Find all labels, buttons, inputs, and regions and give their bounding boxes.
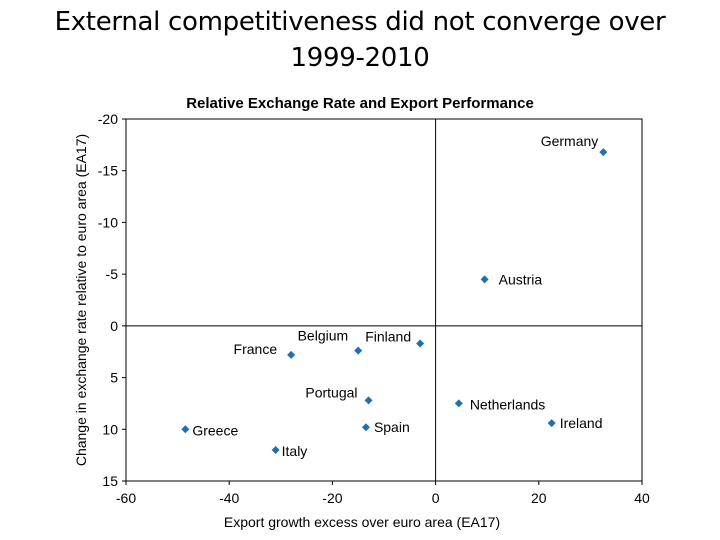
point-austria [480, 275, 489, 284]
point-label-ireland: Ireland [560, 415, 603, 431]
point-ireland [547, 419, 556, 428]
x-tick-label: -60 [116, 490, 136, 506]
point-label-belgium: Belgium [298, 328, 349, 344]
y-tick-label: -20 [98, 111, 118, 127]
point-germany [599, 148, 608, 157]
chart-title: Relative Exchange Rate and Export Perfor… [186, 95, 534, 112]
x-tick-label: 20 [531, 490, 547, 506]
y-tick-label: -10 [98, 214, 118, 230]
x-tick-label: 0 [432, 490, 440, 506]
y-tick-label: 5 [110, 370, 118, 386]
point-label-germany: Germany [541, 133, 599, 149]
point-finland [416, 339, 425, 348]
point-label-austria: Austria [499, 271, 543, 287]
y-tick-label: -5 [106, 266, 119, 282]
plot-area [125, 118, 643, 482]
point-label-finland: Finland [365, 328, 411, 344]
y-tick-labels: -20 -15 -10 -5 0 5 10 15 [98, 111, 126, 489]
point-label-netherlands: Netherlands [470, 396, 546, 412]
y-tick-label: 15 [102, 473, 118, 489]
point-italy [271, 445, 280, 454]
point-netherlands [454, 399, 463, 408]
point-label-spain: Spain [374, 419, 410, 435]
y-tick-label: 0 [110, 318, 118, 334]
x-tick-labels: -60 -40 -20 0 20 40 [116, 481, 650, 506]
point-label-france: France [234, 341, 278, 357]
y-axis-label: Change in exchange rate relative to euro… [73, 134, 89, 466]
reference-lines [126, 119, 642, 481]
x-tick-label: -40 [219, 490, 239, 506]
point-label-italy: Italy [282, 443, 308, 459]
point-label-greece: Greece [192, 422, 238, 438]
point-france [287, 350, 296, 359]
x-axis-label: Export growth excess over euro area (EA1… [224, 514, 500, 530]
y-tick-label: -15 [98, 163, 118, 179]
y-tick-label: 10 [102, 421, 118, 437]
slide-title: External competitiveness did not converg… [54, 7, 666, 73]
x-tick-label: -20 [322, 490, 342, 506]
point-greece [181, 425, 190, 434]
point-label-portugal: Portugal [305, 384, 357, 400]
point-spain [361, 423, 370, 432]
point-belgium [354, 346, 363, 355]
data-points [181, 148, 608, 454]
point-labels: Germany Austria France Belgium Finland Portug… [192, 133, 602, 459]
x-tick-label: 40 [634, 490, 650, 506]
point-portugal [364, 396, 373, 405]
